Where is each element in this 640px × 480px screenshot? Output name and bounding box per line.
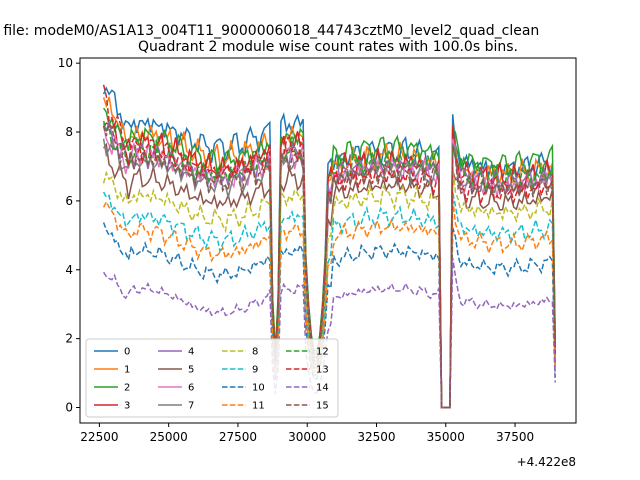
legend-label: 0 — [124, 347, 130, 358]
x-tick-label: 32500 — [357, 430, 395, 444]
y-axis: 0 2 4 6 8 10 — [58, 56, 80, 415]
x-tick-label: 35000 — [427, 430, 465, 444]
legend-label: 4 — [188, 347, 194, 358]
x-tick-label: 27500 — [219, 430, 257, 444]
series-line-10 — [102, 222, 556, 409]
x-tick-label: 25000 — [150, 430, 188, 444]
series-line-8 — [102, 167, 556, 409]
series-line-13 — [102, 84, 556, 409]
legend-label: 9 — [252, 365, 258, 376]
legend-label: 8 — [252, 347, 258, 358]
x-offset-label: +4.422e8 — [517, 455, 576, 469]
legend-label: 5 — [188, 365, 194, 376]
legend-label: 1 — [124, 365, 130, 376]
figure-suptitle: n file: modeM0/AS1A13_004T11_9000006018_… — [0, 23, 539, 39]
y-tick-label: 2 — [65, 332, 73, 346]
legend-label: 6 — [188, 383, 194, 394]
plot-lines — [102, 84, 556, 409]
axes-frame — [79, 57, 577, 424]
legend-label: 7 — [188, 401, 194, 412]
legend-label: 10 — [252, 383, 265, 394]
x-tick-label: 30000 — [288, 430, 326, 444]
legend-label: 14 — [316, 383, 329, 394]
legend-label: 2 — [124, 383, 130, 394]
y-tick-label: 0 — [65, 401, 73, 415]
legend-label: 12 — [316, 347, 329, 358]
series-line-11 — [102, 198, 556, 409]
x-tick-label: 22500 — [80, 430, 118, 444]
y-tick-label: 4 — [65, 263, 73, 277]
x-tick-label: 37500 — [496, 430, 534, 444]
chart-title: Quadrant 2 module wise count rates with … — [138, 39, 518, 55]
y-tick-label: 10 — [58, 56, 73, 70]
y-tick-label: 6 — [65, 194, 73, 208]
legend-label: 11 — [252, 401, 265, 412]
y-tick-label: 8 — [65, 125, 73, 139]
legend-box — [85, 338, 339, 418]
series-line-15 — [102, 121, 556, 409]
series-line-14 — [102, 257, 556, 409]
legend-label: 13 — [316, 365, 329, 376]
legend-label: 3 — [124, 401, 130, 412]
series-line-9 — [102, 191, 556, 409]
legend-label: 15 — [316, 401, 329, 412]
x-axis: 22500 25000 27500 30000 32500 35000 37500 — [80, 423, 534, 444]
series-line-0 — [102, 86, 556, 409]
